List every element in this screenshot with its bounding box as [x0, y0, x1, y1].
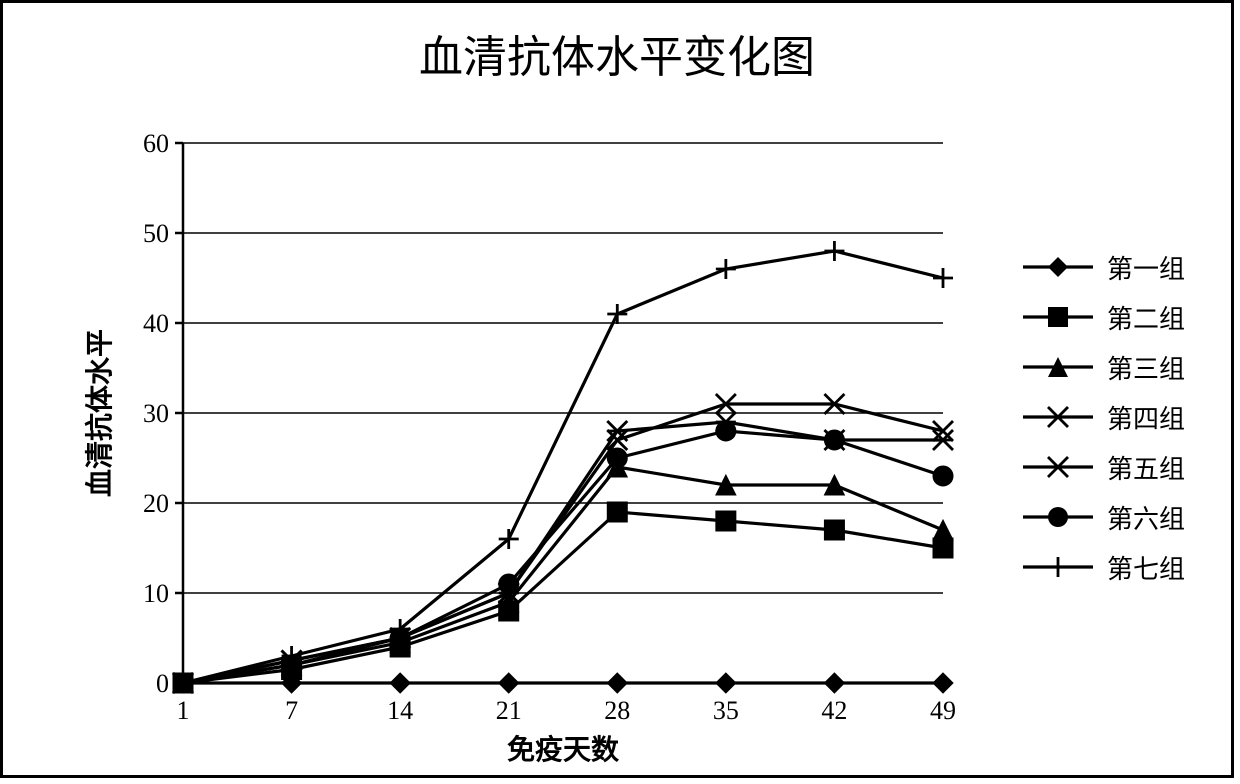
legend-item: 第六组 [1023, 503, 1185, 531]
svg-text:0: 0 [156, 669, 169, 698]
legend-item: 第二组 [1023, 303, 1185, 331]
svg-text:42: 42 [821, 696, 847, 725]
legend-label: 第三组 [1107, 349, 1185, 386]
legend-item: 第四组 [1023, 403, 1185, 431]
legend-marker-icon [1023, 303, 1093, 331]
legend-item: 第五组 [1023, 453, 1185, 481]
chart-title: 血清抗体水平变化图 [3, 21, 1231, 85]
svg-text:50: 50 [143, 219, 169, 248]
svg-text:30: 30 [143, 399, 169, 428]
chart-frame: 血清抗体水平变化图 0 10 20 30 40 50 60 1 7 14 21 28 35 42 49 免疫天… [0, 0, 1234, 778]
svg-text:1: 1 [177, 696, 190, 725]
legend-marker-icon [1023, 503, 1093, 531]
svg-text:10: 10 [143, 579, 169, 608]
legend-label: 第七组 [1107, 549, 1185, 586]
legend-marker-icon [1023, 453, 1093, 481]
svg-text:60: 60 [143, 129, 169, 158]
svg-text:血清抗体水平: 血清抗体水平 [83, 329, 116, 497]
svg-text:20: 20 [143, 489, 169, 518]
legend-item: 第三组 [1023, 353, 1185, 381]
svg-text:14: 14 [387, 696, 413, 725]
chart-svg: 0 10 20 30 40 50 60 1 7 14 21 28 35 42 49 免疫天数 血清抗体水平 [63, 103, 1003, 763]
svg-text:40: 40 [143, 309, 169, 338]
legend-marker-icon [1023, 253, 1093, 281]
legend: 第一组第二组第三组第四组第五组第六组第七组 [1023, 253, 1185, 603]
legend-label: 第一组 [1107, 249, 1185, 286]
legend-item: 第一组 [1023, 253, 1185, 281]
svg-text:7: 7 [285, 696, 298, 725]
svg-text:21: 21 [496, 696, 522, 725]
legend-item: 第七组 [1023, 553, 1185, 581]
legend-marker-icon [1023, 553, 1093, 581]
legend-label: 第四组 [1107, 399, 1185, 436]
svg-text:49: 49 [930, 696, 956, 725]
legend-label: 第二组 [1107, 299, 1185, 336]
legend-label: 第五组 [1107, 449, 1185, 486]
svg-text:35: 35 [713, 696, 739, 725]
legend-label: 第六组 [1107, 499, 1185, 536]
svg-text:免疫天数: 免疫天数 [507, 733, 620, 763]
legend-marker-icon [1023, 353, 1093, 381]
plot-area: 0 10 20 30 40 50 60 1 7 14 21 28 35 42 49 免疫天数 血清抗体水平 [63, 103, 1003, 768]
svg-text:28: 28 [604, 696, 630, 725]
legend-marker-icon [1023, 403, 1093, 431]
